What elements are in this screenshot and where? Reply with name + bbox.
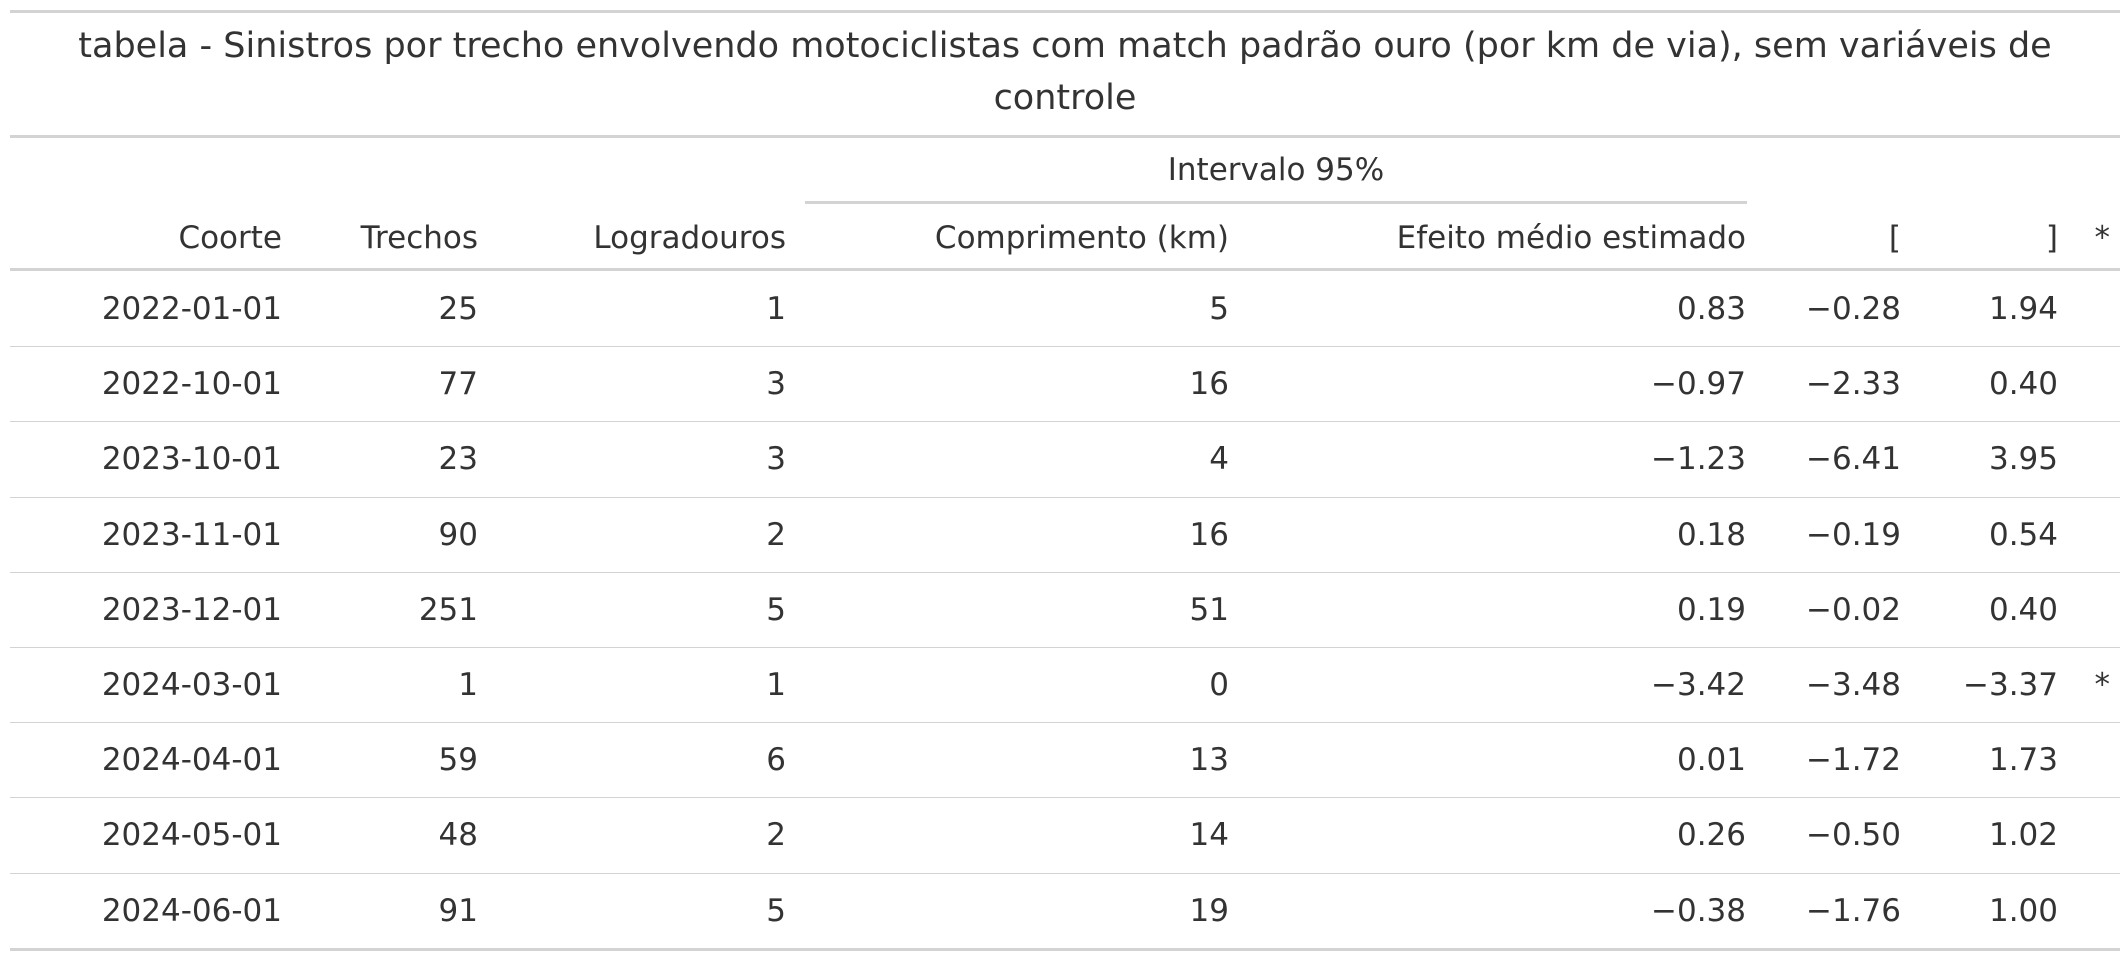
cell-length-km: 14 [1189,817,1229,854]
cell-estimated-effect: 0.01 [1676,742,1746,779]
title-divider [10,135,2120,138]
cell-cohort: 2022-01-01 [101,291,282,327]
column-header-length-km: Comprimento (km) [934,220,1229,256]
cell-streets: 5 [766,892,786,929]
cell-segments: 251 [418,591,478,628]
cell-streets: 3 [766,441,786,478]
row-divider [10,647,2120,648]
cell-length-km: 13 [1189,742,1229,779]
row-divider [10,571,2120,573]
interval-spanner-label: Intervalo 95% [1167,152,1385,188]
cell-length-km: 0 [1209,667,1229,703]
cell-estimated-effect: −0.38 [1651,892,1746,929]
cell-cohort: 2024-06-01 [101,892,282,929]
cell-length-km: 4 [1209,441,1229,478]
cell-cohort: 2024-03-01 [101,667,282,703]
row-divider [10,872,2120,874]
cell-ci-upper: 0.40 [1988,366,2058,403]
cell-ci-upper: 0.40 [1988,591,2058,628]
top-border [10,10,2120,13]
cell-ci-upper: 3.95 [1988,441,2058,478]
cell-length-km: 51 [1189,591,1229,628]
cell-cohort: 2022-10-01 [101,366,282,403]
cell-ci-lower: −6.41 [1806,441,1901,478]
cell-ci-lower: −0.28 [1806,291,1901,327]
cell-cohort: 2023-10-01 [101,441,282,478]
cell-streets: 3 [766,366,786,403]
cell-ci-upper: 1.94 [1988,291,2058,327]
cell-streets: 2 [766,516,786,553]
cell-cohort: 2023-12-01 [101,591,282,628]
cell-length-km: 19 [1189,892,1229,929]
cell-cohort: 2024-04-01 [101,742,282,779]
header-divider [10,268,2120,271]
cell-ci-upper: 1.02 [1988,817,2058,854]
cell-length-km: 5 [1209,291,1229,327]
cell-estimated-effect: 0.18 [1676,516,1746,553]
cell-ci-lower: −1.76 [1806,892,1901,929]
cell-length-km: 16 [1189,366,1229,403]
cell-estimated-effect: −3.42 [1651,667,1746,703]
cell-streets: 5 [766,591,786,628]
column-header-significance: * [2094,220,2111,256]
column-header-cohort: Coorte [178,220,282,256]
cell-cohort: 2023-11-01 [101,516,282,553]
cell-segments: 23 [438,441,478,478]
cell-length-km: 16 [1189,516,1229,553]
column-header-estimated-effect: Efeito médio estimado [1396,220,1746,256]
interval-spanner-rule [805,201,1747,204]
cell-streets: 2 [766,817,786,854]
cell-ci-upper: 0.54 [1988,516,2058,553]
row-divider [10,346,2120,348]
column-header-ci-upper: ] [2045,220,2058,256]
row-divider [10,496,2120,498]
cell-segments: 91 [438,892,478,929]
cell-cohort: 2024-05-01 [101,817,282,854]
cell-ci-lower: −0.50 [1806,817,1901,854]
cell-segments: 90 [438,516,478,553]
cell-segments: 1 [458,667,478,703]
column-header-streets: Logradouros [593,220,786,256]
cell-ci-lower: −0.02 [1806,591,1901,628]
row-divider [10,797,2120,799]
cell-ci-lower: −1.72 [1806,742,1901,779]
cell-ci-lower: −2.33 [1806,366,1901,403]
cell-estimated-effect: −1.23 [1651,441,1746,478]
cell-streets: 1 [766,291,786,327]
cell-ci-lower: −3.48 [1806,667,1901,703]
cell-segments: 77 [438,366,478,403]
cell-estimated-effect: −0.97 [1651,366,1746,403]
table-title: tabela - Sinistros por trecho envolvendo… [78,26,2052,118]
cell-estimated-effect: 0.19 [1676,591,1746,628]
cell-estimated-effect: 0.26 [1676,817,1746,854]
cell-significance: * [2094,667,2111,703]
bottom-border [10,948,2120,951]
cell-segments: 48 [438,817,478,854]
cell-streets: 6 [766,742,786,779]
column-header-ci-lower: [ [1888,220,1901,256]
cell-ci-upper: 1.00 [1988,892,2058,929]
cell-ci-lower: −0.19 [1806,516,1901,553]
cell-segments: 25 [438,291,478,327]
column-header-segments: Trechos [360,220,478,256]
cell-segments: 59 [438,742,478,779]
row-divider [10,421,2120,423]
cell-ci-upper: 1.73 [1988,742,2058,779]
cell-ci-upper: −3.37 [1963,667,2058,703]
row-divider [10,722,2120,724]
cell-estimated-effect: 0.83 [1676,291,1746,327]
cell-streets: 1 [766,667,786,703]
